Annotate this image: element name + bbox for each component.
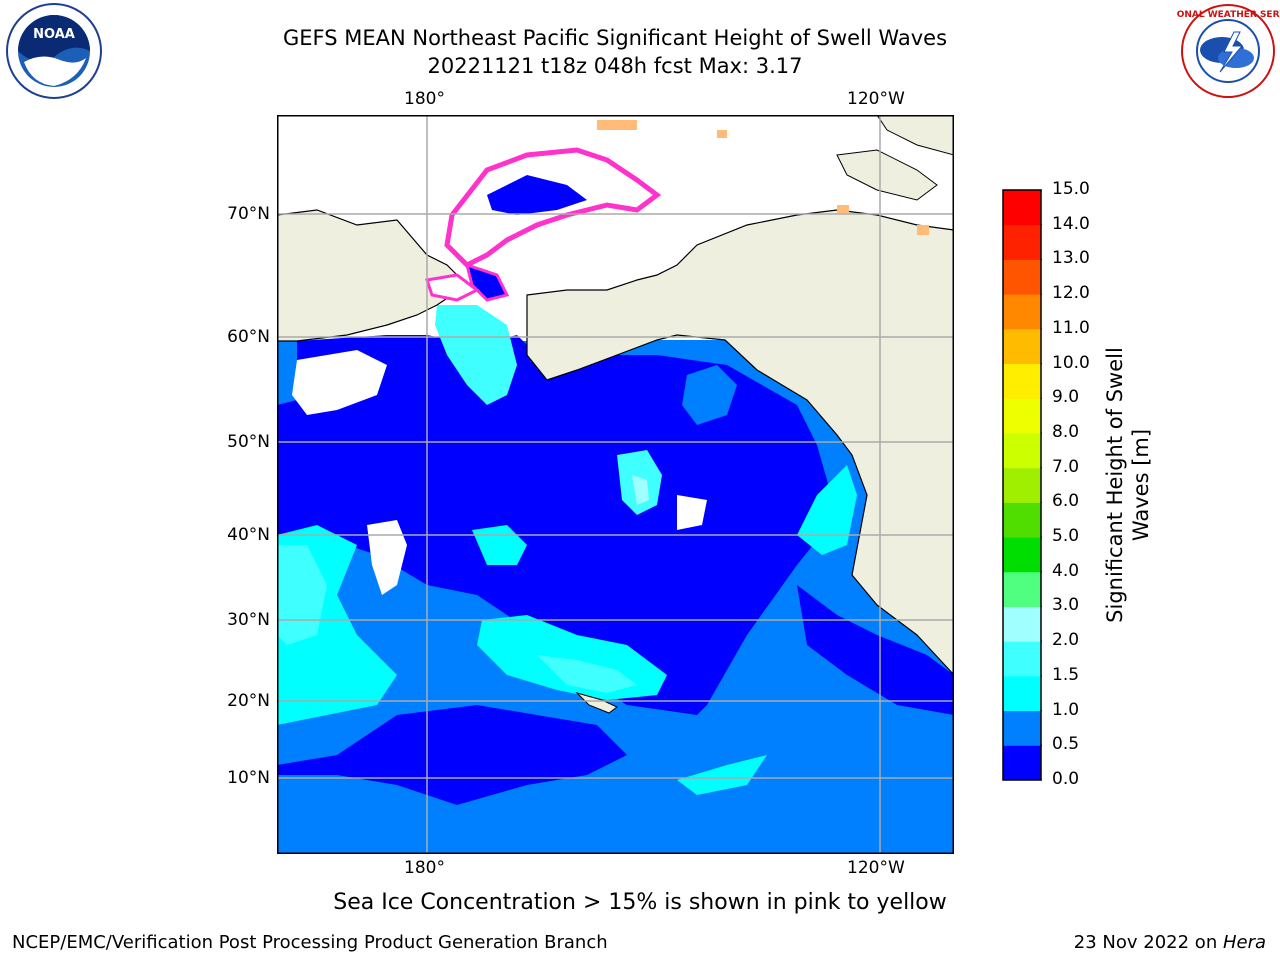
colorbar-tick-label: 6.0	[1052, 491, 1080, 512]
colorbar-segment	[1003, 190, 1041, 226]
lon-label-bottom-120w: 120°W	[847, 858, 905, 878]
colorbar-segment	[1003, 363, 1041, 399]
footer-date: 23 Nov 2022 on Hera	[1074, 932, 1266, 953]
lat-label-70n: 70°N	[227, 204, 270, 224]
colorbar-segment	[1003, 502, 1041, 538]
colorbar-tick-label: 1.0	[1052, 699, 1080, 720]
sea-ice-note: Sea Ice Concentration > 15% is shown in …	[333, 890, 947, 915]
colorbar-tick-label: 10.0	[1052, 352, 1090, 373]
colorbar-tick-label: 8.0	[1052, 421, 1080, 442]
footer-host: Hera	[1222, 932, 1266, 953]
colorbar-tick-label: 0.0	[1052, 769, 1080, 789]
colorbar-tick-label: 11.0	[1052, 317, 1090, 338]
colorbar-segment	[1003, 710, 1041, 746]
colorbar-segment	[1003, 675, 1041, 712]
colorbar-segment	[1003, 432, 1041, 469]
colorbar-segment	[1003, 606, 1041, 642]
nws-logo: NATIONAL WEATHER SERVICE	[1176, 4, 1280, 98]
colorbar-tick-label: 7.0	[1052, 456, 1080, 477]
colorbar-tick-label: 5.0	[1052, 526, 1080, 547]
colorbar-tick-label: 9.0	[1052, 387, 1080, 408]
colorbar-segment	[1003, 259, 1041, 295]
colorbar-tick-label: 12.0	[1052, 283, 1090, 304]
footer-branch: NCEP/EMC/Verification Post Processing Pr…	[12, 932, 608, 953]
colorbar-segment	[1003, 537, 1041, 573]
lat-label-20n: 20°N	[227, 691, 270, 711]
colorbar-tick-label: 14.0	[1052, 213, 1090, 234]
chart-subtitle: 20221121 t18z 048h fcst Max: 3.17	[427, 54, 803, 78]
colorbar-tick-label: 1.5	[1052, 664, 1080, 685]
colorbar-segment	[1003, 641, 1041, 677]
lon-label-bottom-180: 180°	[404, 858, 445, 878]
colorbar-tick-label: 13.0	[1052, 248, 1090, 269]
lat-label-40n: 40°N	[227, 525, 270, 545]
footer-date-text: 23 Nov 2022 on	[1073, 932, 1223, 953]
svg-text:NATIONAL WEATHER SERVICE: NATIONAL WEATHER SERVICE	[1176, 10, 1280, 20]
swell-map	[277, 115, 954, 854]
colorbar-tick-label: 0.5	[1052, 734, 1080, 755]
lon-label-top-180: 180°	[404, 89, 445, 109]
chart-title: GEFS MEAN Northeast Pacific Significant …	[282, 26, 948, 50]
colorbar-title-line1: Significant Height of Swell	[1103, 347, 1127, 623]
colorbar-segment	[1003, 467, 1041, 503]
colorbar-title-line2: Waves [m]	[1129, 428, 1153, 542]
colorbar-tick-label: 15.0	[1052, 179, 1090, 199]
colorbar-tick-label: 3.0	[1052, 595, 1080, 616]
lat-label-30n: 30°N	[227, 610, 270, 630]
svg-text:NOAA: NOAA	[33, 27, 75, 42]
colorbar-segment	[1003, 294, 1041, 330]
colorbar-segment	[1003, 328, 1041, 365]
lat-label-10n: 10°N	[227, 768, 270, 788]
colorbar-segment	[1003, 745, 1041, 781]
colorbar-tick-label: 2.0	[1052, 630, 1080, 651]
colorbar-title: Significant Height of Swell Waves [m]	[1102, 285, 1154, 685]
lat-label-50n: 50°N	[227, 432, 270, 452]
colorbar-segment	[1003, 224, 1041, 260]
colorbar-segment	[1003, 398, 1041, 434]
noaa-logo: NOAA	[6, 3, 102, 99]
colorbar-tick-label: 4.0	[1052, 560, 1080, 581]
lat-label-60n: 60°N	[227, 327, 270, 347]
lon-label-top-120w: 120°W	[847, 89, 905, 109]
colorbar-segment	[1003, 571, 1041, 607]
colorbar	[1002, 189, 1042, 781]
